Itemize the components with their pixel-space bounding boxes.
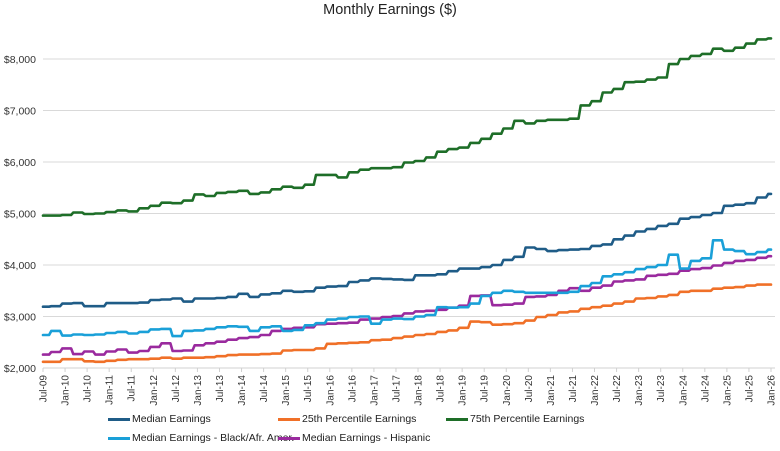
- x-tick-label: Jul-09: [39, 375, 50, 403]
- x-tick-label: Jan-21: [546, 375, 557, 406]
- legend-item-25th-percentile[interactable]: 25th Percentile Earnings: [278, 413, 416, 425]
- x-tick-label: Jan-16: [325, 375, 336, 406]
- y-tick-label: $6,000: [4, 157, 36, 169]
- legend-label: Median Earnings: [132, 413, 211, 425]
- legend-label: 75th Percentile Earnings: [470, 413, 585, 425]
- x-tick-label: Jan-12: [149, 375, 160, 406]
- x-tick-label: Jan-19: [458, 375, 469, 406]
- gridlines: [43, 58, 775, 369]
- x-tick-label: Jul-25: [744, 375, 755, 403]
- legend-item-median-black[interactable]: Median Earnings - Black/Afr. Amer.: [108, 432, 294, 444]
- x-tick-label: Jul-21: [568, 375, 579, 403]
- x-tick-label: Jan-24: [678, 375, 689, 406]
- series-line-75th-percentile-earnings: [41, 37, 773, 217]
- x-tick-label: Jan-22: [590, 375, 601, 406]
- x-tick-label: Jul-23: [656, 375, 667, 403]
- x-tick-label: Jul-10: [83, 375, 94, 403]
- series-lines: [41, 37, 773, 364]
- legend-swatch-75th-percentile: [446, 417, 468, 421]
- legend-swatch-median: [108, 417, 130, 421]
- y-tick-label: $4,000: [4, 260, 36, 272]
- y-tick-label: $5,000: [4, 209, 36, 221]
- x-axis-ticks: Jul-09 Jan-10 Jul-10 Jan-11 Jul-11 Jan-12 Jul-…: [39, 368, 778, 406]
- x-tick-label: Jan-25: [722, 375, 733, 406]
- legend-swatch-25th-percentile: [278, 417, 300, 421]
- legend-item-75th-percentile[interactable]: 75th Percentile Earnings: [446, 413, 584, 425]
- x-tick-label: Jul-20: [524, 375, 535, 403]
- x-tick-label: Jan-17: [369, 375, 380, 406]
- x-tick-label: Jan-26: [767, 375, 778, 406]
- x-tick-label: Jan-14: [237, 375, 248, 406]
- x-tick-label: Jul-14: [259, 375, 270, 403]
- x-tick-label: Jan-20: [502, 375, 513, 406]
- x-tick-label: Jul-11: [127, 375, 138, 402]
- series-line-median-earnings-black-afr-amer: [41, 239, 773, 338]
- x-tick-label: Jul-16: [347, 375, 358, 403]
- legend-item-median[interactable]: Median Earnings: [108, 413, 211, 425]
- legend-label: Median Earnings - Black/Afr. Amer.: [132, 432, 295, 444]
- y-tick-label: $2,000: [4, 363, 36, 375]
- legend-swatch-median-hispanic: [278, 436, 300, 440]
- y-tick-label: $8,000: [4, 54, 36, 66]
- x-tick-label: Jul-12: [171, 375, 182, 403]
- x-tick-label: Jul-13: [215, 375, 226, 403]
- legend-swatch-median-black: [108, 436, 130, 440]
- y-tick-label: $7,000: [4, 106, 36, 118]
- x-tick-label: Jan-13: [193, 375, 204, 406]
- x-tick-label: Jan-15: [281, 375, 292, 406]
- x-tick-label: Jan-10: [61, 375, 72, 406]
- y-axis-ticks: $2,000 $3,000 $4,000 $5,000 $6,000 $7,000 $8,0…: [4, 54, 36, 375]
- x-tick-label: Jan-18: [414, 375, 425, 406]
- series-line-median-earnings-hispanic: [41, 254, 773, 356]
- x-tick-label: Jul-22: [612, 375, 623, 403]
- series-line-median-earnings: [41, 192, 773, 308]
- x-tick-label: Jul-18: [436, 375, 447, 403]
- legend-label: 25th Percentile Earnings: [302, 413, 417, 425]
- x-tick-label: Jul-15: [303, 375, 314, 403]
- chart-title: Monthly Earnings ($): [323, 2, 457, 18]
- series-line-25th-percentile-earnings: [41, 283, 773, 364]
- y-tick-label: $3,000: [4, 312, 36, 324]
- x-tick-label: Jul-19: [480, 375, 491, 403]
- x-tick-label: Jul-17: [391, 375, 402, 403]
- legend-item-median-hispanic[interactable]: Median Earnings - Hispanic: [278, 432, 430, 444]
- x-tick-label: Jul-24: [700, 375, 711, 403]
- x-tick-label: Jan-11: [105, 375, 116, 405]
- x-tick-label: Jan-23: [634, 375, 645, 406]
- legend-label: Median Earnings - Hispanic: [302, 432, 431, 444]
